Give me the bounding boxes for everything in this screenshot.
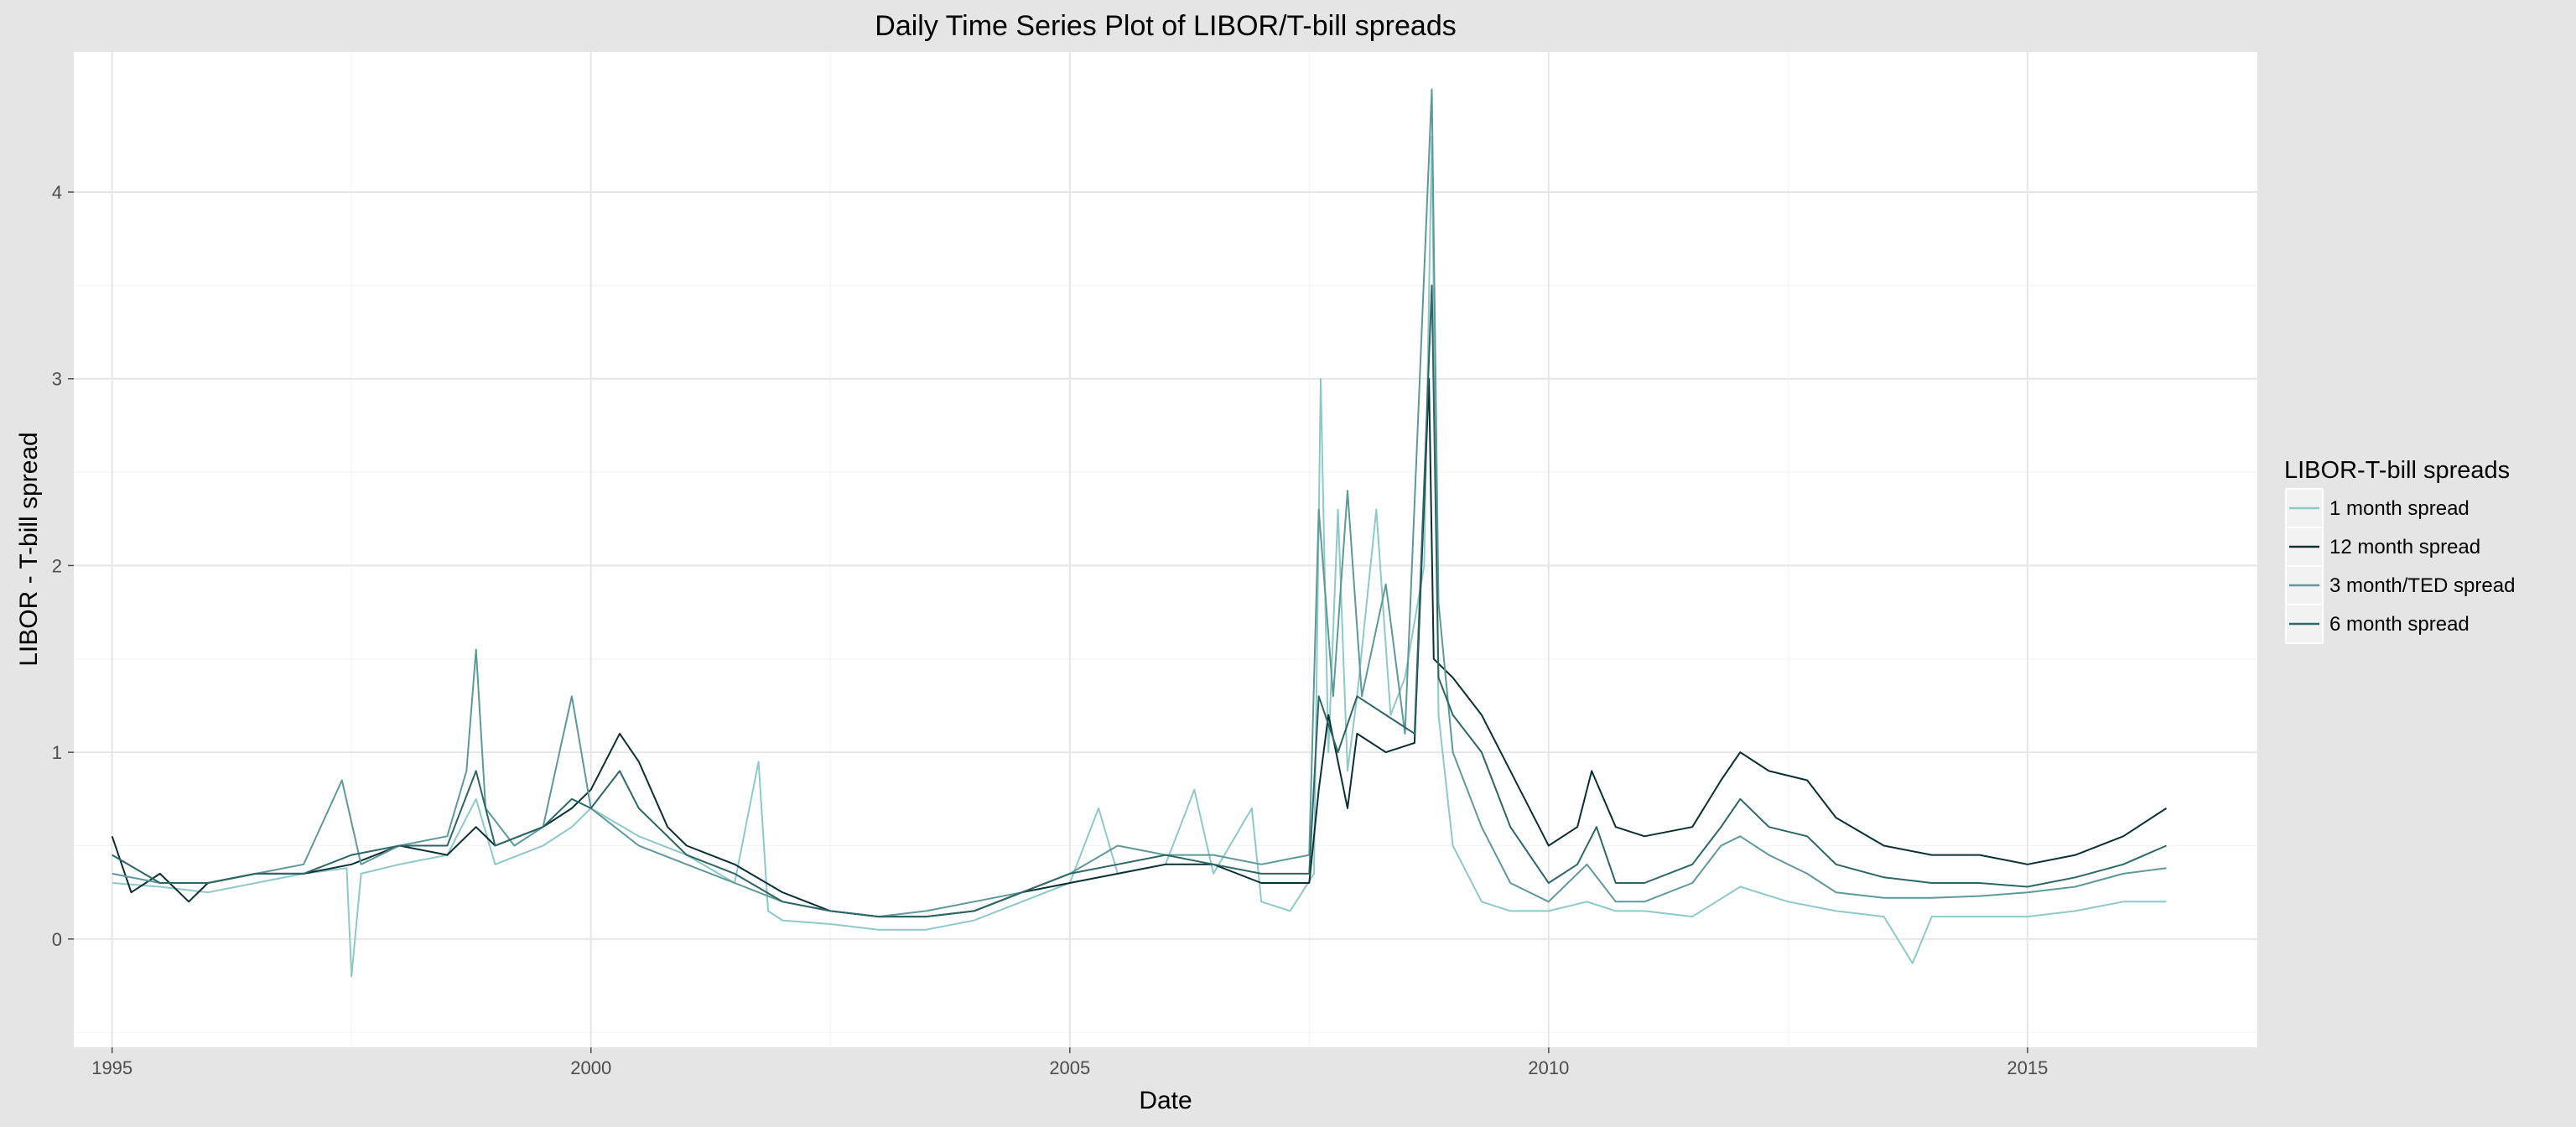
- legend-label: 3 month/TED spread: [2329, 574, 2515, 597]
- chart-title: Daily Time Series Plot of LIBOR/T-bill s…: [875, 10, 1456, 42]
- series-layer: [111, 88, 2168, 978]
- legend-item-6-month-spread: 6 month spread: [2285, 604, 2470, 644]
- y-tick-label: 3: [52, 369, 62, 390]
- x-tick-label: 2000: [570, 1057, 611, 1078]
- plot-panel: [74, 52, 2257, 1047]
- series-line-6-month-spread: [112, 284, 2167, 918]
- legend-label: 12 month spread: [2329, 536, 2480, 558]
- x-axis-title: Date: [1139, 1087, 1192, 1114]
- y-tick-label: 2: [52, 555, 62, 576]
- x-tick-label: 2015: [2007, 1057, 2048, 1078]
- legend: LIBOR-T-bill spreads 1 month spread 12 mo…: [2284, 457, 2515, 644]
- legend-label: 1 month spread: [2329, 497, 2470, 520]
- legend-label: 6 month spread: [2329, 613, 2470, 636]
- legend-title: LIBOR-T-bill spreads: [2284, 457, 2510, 484]
- x-tick-label: 2010: [1528, 1057, 1569, 1078]
- x-tick-label: 1995: [91, 1057, 132, 1078]
- series-line-3-month-ted-spread: [112, 88, 2167, 918]
- legend-item-3-month-ted-spread: 3 month/TED spread: [2285, 565, 2515, 605]
- y-tick-label: 1: [52, 742, 62, 763]
- series-line-12-month-spread: [111, 377, 2168, 918]
- series-line-1-month-spread: [112, 135, 2167, 978]
- legend-items: 1 month spread 12 month spread 3 month/TED…: [2285, 488, 2515, 644]
- axis-ticks: 1995 2000 2005 2010 2015 0 1 2 3 4: [52, 182, 2049, 1078]
- x-tick-label: 2005: [1049, 1057, 1090, 1078]
- y-axis-title: LIBOR - T-bill spread: [15, 432, 43, 667]
- y-tick-label: 4: [52, 182, 62, 203]
- legend-item-12-month-spread: 12 month spread: [2285, 527, 2480, 567]
- y-tick-label: 0: [52, 929, 62, 950]
- legend-item-1-month-spread: 1 month spread: [2285, 488, 2470, 528]
